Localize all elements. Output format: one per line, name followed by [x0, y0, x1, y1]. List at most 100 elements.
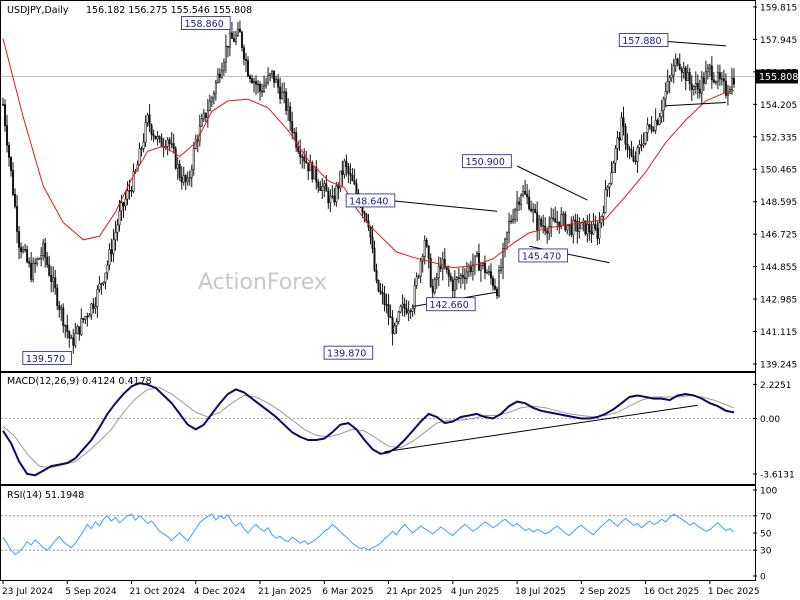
candle	[618, 131, 621, 151]
candle-body	[279, 86, 282, 99]
candle	[269, 72, 272, 82]
candle-body	[676, 58, 679, 65]
annotation-label: 139.870	[327, 349, 366, 360]
candle	[397, 310, 400, 325]
candle-body	[660, 110, 663, 118]
candle-body	[688, 72, 691, 85]
moving-average-line	[2, 38, 735, 269]
annotation-label: 142.660	[429, 300, 468, 311]
candle-body	[437, 265, 440, 279]
candle-body	[477, 252, 480, 271]
candle-body	[341, 170, 344, 175]
candle-body	[508, 221, 511, 233]
candle	[240, 30, 243, 52]
rsi-label: RSI(14) 51.1948	[7, 490, 84, 501]
candle	[467, 263, 470, 278]
candle-body	[216, 73, 219, 83]
candle-body	[626, 143, 629, 150]
candle-body	[184, 175, 187, 182]
candle	[506, 231, 509, 250]
macd-line	[2, 382, 735, 477]
candle	[204, 112, 207, 123]
candle-body	[692, 86, 695, 91]
candle	[148, 104, 151, 133]
candle-body	[124, 198, 127, 207]
candle-body	[536, 212, 539, 231]
candle	[640, 134, 643, 152]
candle-body	[648, 124, 651, 127]
candle-body	[373, 248, 376, 271]
candle	[614, 145, 617, 173]
watermark: ActionForex	[198, 270, 327, 295]
candle	[664, 82, 667, 108]
candle-body	[150, 125, 153, 135]
candle-body	[562, 213, 565, 216]
candle-body	[506, 231, 509, 240]
candle-body	[337, 185, 340, 189]
candle	[642, 132, 645, 149]
candle	[162, 137, 165, 158]
candle-body	[616, 137, 619, 149]
candle	[421, 253, 424, 273]
candle-body	[538, 219, 541, 231]
candle-body	[218, 73, 221, 78]
candle-body	[580, 221, 583, 230]
candle-body	[210, 97, 213, 102]
candle	[646, 117, 649, 142]
candle	[602, 205, 605, 227]
candle	[520, 193, 523, 211]
candle-body	[698, 88, 701, 94]
candle	[441, 251, 444, 281]
candle	[319, 181, 322, 191]
candle-body	[166, 139, 169, 147]
candle	[674, 53, 677, 72]
candle	[222, 58, 225, 76]
candle-body	[564, 213, 567, 231]
candle	[688, 68, 691, 91]
candle-body	[409, 310, 412, 313]
candle	[487, 265, 490, 276]
candle	[600, 215, 603, 228]
date-tick-label: 23 Jul 2024	[2, 587, 53, 597]
candle	[255, 75, 258, 96]
candle	[303, 148, 306, 169]
candle	[726, 84, 729, 106]
candle	[220, 62, 223, 79]
candle	[469, 260, 472, 277]
candle	[678, 53, 681, 71]
candle-body	[186, 178, 189, 182]
candle-body	[317, 181, 320, 188]
candle-body	[347, 166, 350, 174]
candle	[279, 77, 282, 104]
price-annotation: 150.900	[462, 154, 512, 168]
candle	[321, 177, 324, 200]
candle-body	[80, 318, 83, 335]
candle-body	[566, 225, 569, 231]
candle	[132, 163, 135, 194]
candle	[164, 139, 167, 151]
candle	[443, 248, 446, 270]
price-annotation: 139.870	[323, 345, 374, 360]
current-price-background	[756, 69, 798, 84]
candle-body	[670, 74, 673, 79]
candle	[297, 140, 300, 155]
candle-body	[443, 259, 446, 268]
candle	[144, 115, 147, 147]
candle-body	[510, 220, 513, 223]
candle	[572, 215, 575, 244]
rsi-indicator: 100 70 50 30 0	[1, 487, 777, 583]
candle	[584, 220, 587, 236]
candle-body	[485, 272, 488, 274]
price-annotation: 148.640	[345, 193, 396, 207]
candle	[411, 304, 414, 317]
candle	[724, 73, 727, 99]
candle-body	[504, 238, 507, 249]
candle	[146, 112, 149, 127]
candle	[116, 218, 119, 241]
candle-body	[38, 258, 41, 260]
date-tick-label: 5 Sep 2024	[65, 587, 117, 597]
candle-body	[628, 148, 631, 151]
candle	[606, 185, 609, 197]
candle	[180, 166, 183, 190]
candle-body	[329, 195, 332, 204]
